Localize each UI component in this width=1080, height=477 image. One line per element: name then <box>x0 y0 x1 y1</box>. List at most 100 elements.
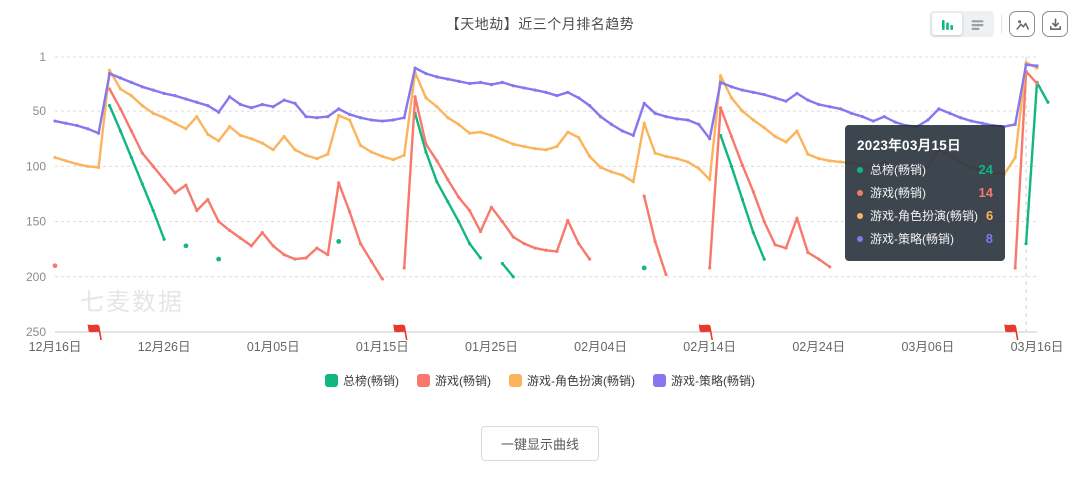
data-point-dot <box>282 98 286 102</box>
data-point-dot <box>457 79 461 83</box>
toolbar-divider <box>1001 15 1002 33</box>
data-point-dot <box>740 88 745 92</box>
series-line[interactable] <box>53 61 1039 183</box>
data-point-dot <box>555 144 559 149</box>
data-point-dot <box>566 90 570 94</box>
y-axis-tick-label: 100 <box>26 159 46 173</box>
data-point-dot <box>577 242 581 246</box>
data-point-dot[interactable] <box>183 243 189 249</box>
data-point-dot <box>664 154 668 158</box>
chart-legend: 总榜(畅销) 游戏(畅销) 游戏-角色扮演(畅销) 游戏-策略(畅销) <box>0 372 1080 389</box>
data-point-dot <box>500 261 504 266</box>
data-point-dot <box>544 248 548 252</box>
data-point-dot <box>588 154 592 158</box>
bar-chart-view-toggle[interactable] <box>932 13 962 35</box>
data-point-dot <box>806 152 810 156</box>
series-line[interactable] <box>108 87 384 281</box>
chart-type-switch <box>930 11 994 37</box>
data-point-dot <box>457 219 461 224</box>
data-point-dot <box>271 244 275 248</box>
series-line[interactable] <box>719 134 766 261</box>
data-point-dot <box>391 118 395 122</box>
legend-label: 游戏(畅销) <box>435 374 491 388</box>
legend-item[interactable]: 游戏-策略(畅销) <box>653 372 755 389</box>
data-point-dot[interactable] <box>336 239 342 244</box>
data-point-dot <box>522 86 526 90</box>
data-point-dot <box>249 244 253 248</box>
data-point-dot <box>773 243 777 247</box>
data-point-dot[interactable] <box>216 256 222 262</box>
series-line[interactable] <box>108 104 166 241</box>
data-point-dot <box>500 219 504 224</box>
data-point-dot <box>304 256 308 260</box>
data-point-dot <box>555 94 559 98</box>
data-point-dot <box>773 134 777 139</box>
data-point-dot <box>555 249 559 253</box>
data-point-dot <box>500 80 504 85</box>
data-point-dot <box>926 164 930 168</box>
data-point-dot <box>828 265 832 269</box>
data-point-dot <box>129 129 133 133</box>
legend-item[interactable]: 游戏(畅销) <box>417 372 491 389</box>
legend-item[interactable]: 游戏-角色扮演(畅销) <box>509 372 635 389</box>
flag-marker[interactable] <box>698 324 713 341</box>
flag-marker[interactable] <box>1004 324 1019 341</box>
flag-marker[interactable] <box>87 324 102 341</box>
download-image-button[interactable] <box>1042 11 1068 37</box>
data-point-dot <box>533 88 537 92</box>
series-line[interactable] <box>501 262 515 278</box>
data-point-dot <box>435 105 439 109</box>
data-point-dot <box>238 133 243 138</box>
data-point-dot <box>337 113 341 118</box>
data-point-dot <box>533 147 537 151</box>
x-axis-tick-label: 02月04日 <box>574 340 627 354</box>
data-point-dot[interactable] <box>641 265 647 271</box>
series-line[interactable] <box>403 95 591 270</box>
data-point-dot <box>337 181 341 185</box>
data-point-dot <box>871 119 875 123</box>
data-point-dot <box>718 80 723 85</box>
data-point-dot <box>195 100 199 104</box>
data-point-dot <box>664 272 668 277</box>
data-point-dot <box>326 152 330 156</box>
flag-marker[interactable] <box>393 324 408 341</box>
flag-banner <box>393 324 406 333</box>
data-point-dot <box>97 131 101 135</box>
data-point-dot <box>915 124 919 129</box>
data-point-dot <box>457 122 461 126</box>
data-point-dot[interactable] <box>52 263 58 269</box>
legend-item[interactable]: 总榜(畅销) <box>325 372 399 389</box>
show-curves-button[interactable]: 一键显示曲线 <box>480 426 599 461</box>
watermark: 七麦数据 <box>80 289 184 316</box>
data-point-dot <box>620 173 624 177</box>
series-line[interactable] <box>1024 81 1050 245</box>
data-point-dot <box>140 85 144 89</box>
data-point-dot <box>53 155 57 160</box>
series-line[interactable] <box>708 106 831 270</box>
data-point-dot <box>642 101 646 105</box>
series-line[interactable] <box>643 195 668 276</box>
data-point-dot <box>86 164 90 168</box>
data-point-dot <box>511 142 515 146</box>
data-point-dot <box>1024 242 1028 246</box>
data-point-dot <box>849 161 854 165</box>
data-point-dot <box>522 144 526 149</box>
data-point-dot <box>762 92 766 97</box>
data-point-dot <box>402 116 406 120</box>
data-point-dot <box>817 157 821 161</box>
data-point-dot <box>140 151 144 155</box>
data-point-dot <box>271 105 275 109</box>
preview-image-button[interactable] <box>1009 11 1035 37</box>
list-view-toggle[interactable] <box>962 13 992 35</box>
download-icon <box>1049 17 1061 30</box>
flag-banner <box>698 324 712 333</box>
data-point-dot <box>140 182 144 186</box>
data-point-dot <box>653 239 657 244</box>
data-point-dot <box>107 68 112 72</box>
data-point-dot <box>468 242 472 246</box>
legend-swatch-icon <box>653 374 666 387</box>
x-axis-tick-label: 03月06日 <box>901 340 954 354</box>
data-point-dot <box>642 194 646 198</box>
data-point-dot <box>577 96 581 100</box>
